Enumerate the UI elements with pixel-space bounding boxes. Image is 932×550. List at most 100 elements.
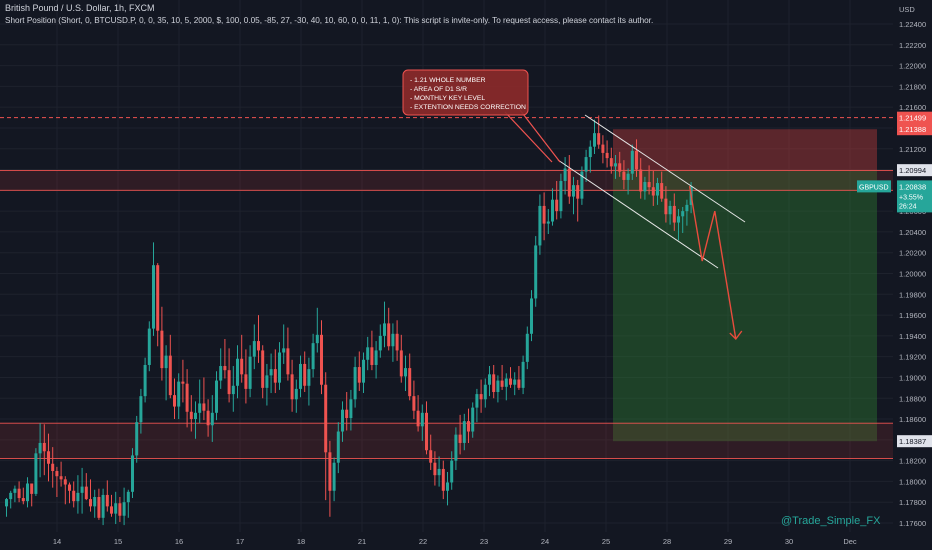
candle[interactable] bbox=[206, 399, 210, 437]
candle[interactable] bbox=[588, 140, 592, 173]
candle[interactable] bbox=[156, 263, 160, 347]
candle[interactable] bbox=[80, 467, 84, 514]
candle[interactable] bbox=[303, 351, 307, 393]
candle[interactable] bbox=[605, 140, 609, 168]
candle[interactable] bbox=[17, 481, 21, 503]
candle[interactable] bbox=[664, 186, 668, 223]
candle[interactable] bbox=[399, 334, 403, 383]
sr-zone[interactable] bbox=[0, 170, 893, 191]
candle[interactable] bbox=[42, 424, 46, 476]
candle[interactable] bbox=[257, 315, 260, 363]
candle[interactable] bbox=[584, 149, 588, 183]
candle[interactable] bbox=[551, 188, 554, 226]
candle[interactable] bbox=[21, 487, 25, 505]
candle[interactable] bbox=[349, 389, 353, 431]
candle[interactable] bbox=[9, 490, 13, 509]
candle[interactable] bbox=[26, 477, 29, 508]
candle[interactable] bbox=[147, 321, 151, 372]
candle[interactable] bbox=[202, 377, 206, 421]
sr-zone[interactable] bbox=[0, 423, 893, 459]
candle[interactable] bbox=[189, 395, 193, 432]
candle[interactable] bbox=[366, 336, 370, 371]
candle[interactable] bbox=[30, 483, 34, 507]
candle[interactable] bbox=[572, 176, 575, 215]
candle[interactable] bbox=[320, 320, 323, 395]
candle[interactable] bbox=[429, 434, 433, 470]
candle[interactable] bbox=[315, 307, 319, 353]
take-profit-zone[interactable] bbox=[613, 170, 877, 442]
candle[interactable] bbox=[576, 179, 580, 222]
candle[interactable] bbox=[353, 356, 357, 408]
candle[interactable] bbox=[685, 199, 689, 226]
candle[interactable] bbox=[500, 364, 504, 390]
candle[interactable] bbox=[244, 349, 248, 404]
candle[interactable] bbox=[341, 401, 344, 442]
candle[interactable] bbox=[597, 115, 601, 149]
candle[interactable] bbox=[324, 372, 328, 501]
candle[interactable] bbox=[273, 349, 277, 394]
candle[interactable] bbox=[656, 177, 659, 205]
candle[interactable] bbox=[269, 353, 273, 394]
candle[interactable] bbox=[168, 334, 172, 399]
candle[interactable] bbox=[299, 355, 302, 398]
candle[interactable] bbox=[651, 170, 655, 206]
candle[interactable] bbox=[110, 494, 113, 517]
candle[interactable] bbox=[437, 456, 441, 487]
candle[interactable] bbox=[84, 473, 88, 501]
candle[interactable] bbox=[185, 369, 189, 428]
candle[interactable] bbox=[152, 242, 155, 336]
candle[interactable] bbox=[416, 395, 420, 432]
candle[interactable] bbox=[122, 487, 126, 526]
candle[interactable] bbox=[223, 338, 227, 379]
candle[interactable] bbox=[328, 440, 332, 517]
candle[interactable] bbox=[215, 371, 218, 421]
candle[interactable] bbox=[433, 451, 437, 486]
candle[interactable] bbox=[614, 154, 617, 179]
candle[interactable] bbox=[622, 160, 626, 190]
candle[interactable] bbox=[362, 352, 365, 394]
candle[interactable] bbox=[643, 176, 647, 200]
candle[interactable] bbox=[236, 345, 239, 399]
candle[interactable] bbox=[542, 192, 546, 241]
candle[interactable] bbox=[173, 378, 176, 420]
projection-path[interactable] bbox=[688, 186, 737, 340]
candle[interactable] bbox=[660, 171, 664, 202]
candle[interactable] bbox=[131, 448, 134, 499]
candle[interactable] bbox=[563, 157, 567, 195]
candle[interactable] bbox=[261, 345, 265, 399]
candle[interactable] bbox=[13, 485, 17, 503]
candle[interactable] bbox=[639, 158, 643, 199]
candle[interactable] bbox=[101, 488, 105, 526]
candle[interactable] bbox=[450, 451, 454, 490]
candle[interactable] bbox=[534, 236, 538, 307]
candle[interactable] bbox=[374, 341, 378, 379]
candle[interactable] bbox=[458, 414, 462, 455]
candle[interactable] bbox=[164, 345, 168, 401]
candle[interactable] bbox=[488, 366, 491, 397]
candle[interactable] bbox=[294, 379, 298, 413]
candle[interactable] bbox=[471, 402, 475, 438]
candle[interactable] bbox=[345, 392, 349, 431]
candle[interactable] bbox=[538, 194, 542, 255]
candle[interactable] bbox=[231, 366, 235, 412]
candle[interactable] bbox=[76, 475, 80, 514]
candle[interactable] bbox=[252, 324, 256, 370]
candle[interactable] bbox=[395, 320, 399, 361]
candle[interactable] bbox=[626, 168, 630, 195]
candle[interactable] bbox=[181, 359, 185, 403]
candle[interactable] bbox=[467, 408, 470, 443]
candle[interactable] bbox=[89, 479, 92, 512]
candle[interactable] bbox=[198, 379, 202, 424]
candle[interactable] bbox=[51, 447, 55, 488]
candle[interactable] bbox=[248, 345, 252, 398]
candle[interactable] bbox=[378, 324, 382, 358]
candle[interactable] bbox=[278, 342, 281, 390]
candle[interactable] bbox=[412, 380, 416, 420]
stop-loss-zone[interactable] bbox=[613, 129, 877, 171]
candle[interactable] bbox=[290, 359, 294, 412]
candle[interactable] bbox=[143, 357, 147, 403]
candle[interactable] bbox=[530, 290, 533, 342]
candle[interactable] bbox=[517, 366, 521, 390]
candle[interactable] bbox=[114, 491, 118, 525]
